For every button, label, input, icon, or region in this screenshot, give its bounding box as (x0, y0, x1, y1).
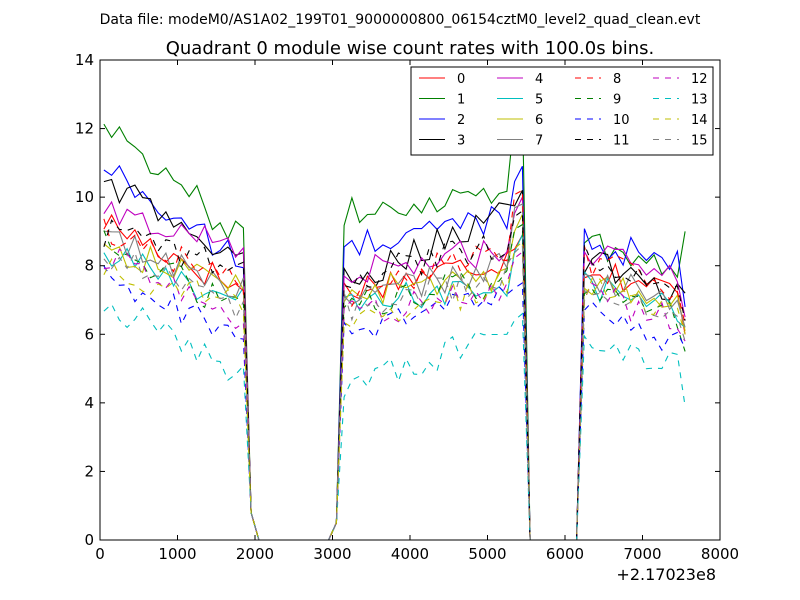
legend-label-14: 14 (691, 113, 708, 128)
series-line-4 (103, 196, 686, 541)
x-tick-label: 6000 (546, 545, 584, 563)
series-line-6 (103, 214, 686, 541)
series-line-5 (103, 234, 686, 541)
legend-label-5: 5 (535, 93, 543, 108)
legend-label-10: 10 (613, 113, 630, 128)
x-tick-label: 1000 (158, 545, 196, 563)
x-tick-label: 0 (95, 545, 105, 563)
series-line-2 (103, 164, 686, 541)
x-tick-label: 5000 (468, 545, 506, 563)
legend-label-7: 7 (535, 134, 543, 149)
legend-label-1: 1 (457, 93, 465, 108)
x-tick-label: 7000 (623, 545, 661, 563)
series-line-10 (103, 265, 686, 541)
legend-label-13: 13 (691, 93, 708, 108)
x-tick-label: 4000 (391, 545, 429, 563)
legend-label-9: 9 (613, 93, 621, 108)
x-tick-label: 3000 (313, 545, 351, 563)
legend-label-3: 3 (457, 134, 465, 149)
legend-box (410, 66, 714, 156)
x-axis: 0 1000 2000 3000 4000 5000 6000 7000 8000 (95, 60, 739, 563)
y-tick-label: 14 (75, 51, 94, 69)
plot-lines (103, 100, 686, 541)
series-line-7 (103, 203, 686, 541)
legend-label-0: 0 (457, 72, 465, 87)
series-line-14 (103, 240, 686, 541)
series-line-12 (103, 248, 686, 541)
y-tick-label: 4 (84, 394, 94, 412)
legend-label-8: 8 (613, 72, 621, 87)
series-line-1 (103, 100, 686, 541)
x-tick-label: 8000 (701, 545, 739, 563)
y-tick-label: 10 (75, 188, 94, 206)
y-tick-label: 6 (84, 325, 94, 343)
chart-title: Quadrant 0 module wise count rates with … (166, 38, 655, 59)
legend-label-12: 12 (691, 72, 708, 87)
legend-label-6: 6 (535, 113, 543, 128)
series-line-9 (103, 223, 686, 541)
y-tick-label: 8 (84, 257, 94, 275)
legend-label-15: 15 (691, 134, 708, 149)
y-tick-label: 0 (84, 531, 94, 549)
x-tick-label: 2000 (236, 545, 274, 563)
legend-label-2: 2 (457, 113, 465, 128)
x-offset-label: +2.17023e8 (616, 565, 716, 584)
series-line-15 (103, 243, 686, 541)
series-line-3 (103, 178, 686, 541)
series-line-13 (103, 303, 686, 541)
legend-label-11: 11 (613, 134, 630, 149)
series-line-11 (103, 209, 686, 541)
series-line-8 (103, 189, 686, 541)
y-tick-label: 12 (75, 120, 94, 138)
legend-label-4: 4 (535, 72, 543, 87)
y-tick-label: 2 (84, 462, 94, 480)
datafile-header: Data file: modeM0/AS1A02_199T01_90000008… (100, 12, 701, 28)
